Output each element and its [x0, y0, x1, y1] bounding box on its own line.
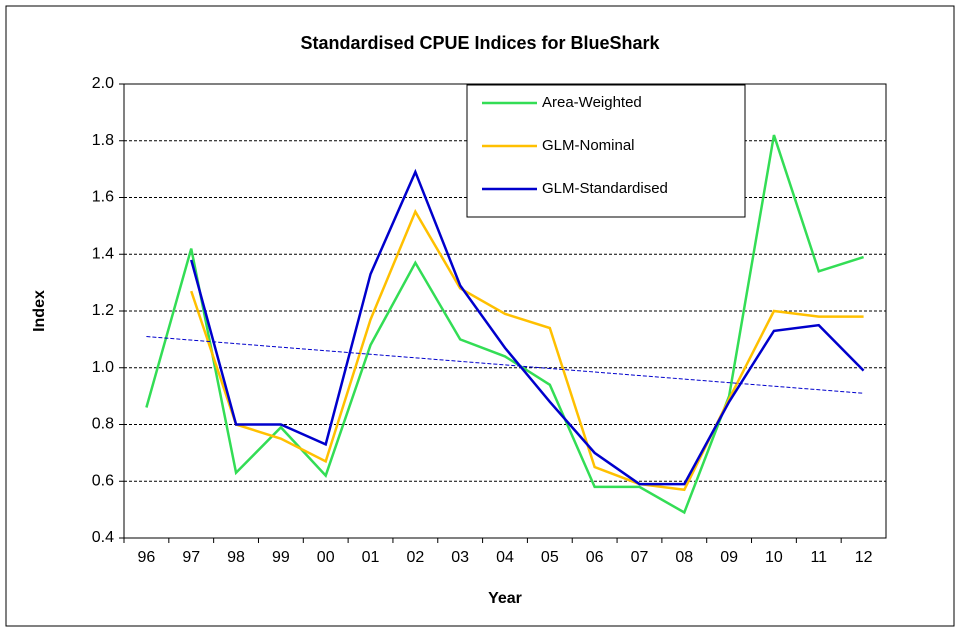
legend-box: [466, 84, 746, 218]
series-line: [190, 168, 865, 486]
legend: Area-Weighted GLM-Nominal GLM-Standardised: [466, 84, 746, 218]
x-tick-label: 03: [451, 549, 469, 566]
x-tick-label: 99: [272, 549, 290, 566]
x-tick-label: 11: [810, 549, 827, 566]
x-tick-label: 02: [406, 549, 424, 566]
x-tick-label: 00: [317, 549, 335, 566]
y-tick-label: 1.0: [92, 359, 114, 376]
x-tick-label: 98: [227, 549, 245, 566]
x-tick-label: 07: [631, 549, 649, 566]
x-tick-label: 97: [182, 549, 200, 566]
series-line: [145, 134, 864, 515]
legend-label: Area-Weighted: [542, 94, 642, 111]
x-tick-label: 10: [765, 549, 783, 566]
x-tick-label: 12: [855, 549, 873, 566]
x-axis-label: Year: [488, 590, 522, 607]
y-tick-label: 1.4: [92, 245, 114, 262]
x-tick-label: 01: [362, 549, 380, 566]
y-tick-label: 2.0: [92, 75, 114, 92]
x-tick-label: 06: [586, 549, 604, 566]
series-line: [190, 208, 864, 492]
x-tick-label: 08: [675, 549, 693, 566]
plot-area: [123, 83, 887, 539]
legend-label: GLM-Nominal: [542, 137, 635, 154]
chart-title: Standardised CPUE Indices for BlueShark: [300, 33, 660, 53]
legend-label: GLM-Standardised: [542, 180, 668, 197]
x-tick-label: 05: [541, 549, 559, 566]
y-tick-label: 0.8: [92, 416, 114, 433]
x-tick-label: 04: [496, 549, 514, 566]
y-tick-label: 1.6: [92, 189, 114, 206]
y-axis-label: Index: [31, 290, 48, 332]
y-tick-label: 0.6: [92, 472, 114, 489]
y-tick-label: 1.2: [92, 302, 114, 319]
y-tick-label: 0.4: [92, 529, 114, 546]
x-tick-label: 96: [138, 549, 156, 566]
x-tick-label: 09: [720, 549, 738, 566]
y-tick-label: 1.8: [92, 132, 114, 149]
